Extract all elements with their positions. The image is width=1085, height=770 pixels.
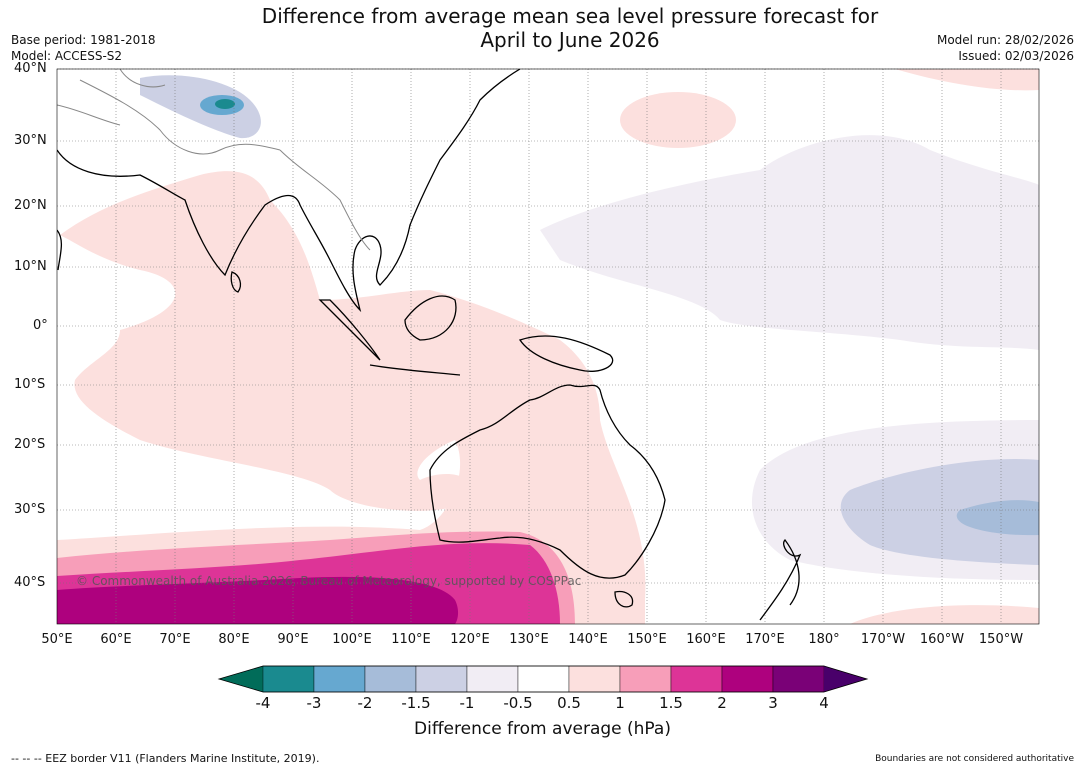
lat-label: 10°N bbox=[14, 259, 47, 274]
model-name: Model: ACCESS-S2 bbox=[11, 49, 123, 63]
lon-label: 140°E bbox=[568, 632, 608, 647]
colorbar bbox=[217, 665, 869, 693]
lat-label: 10°S bbox=[14, 377, 46, 392]
anomaly-zone-minus-1.5-to-2 bbox=[956, 500, 1039, 536]
coast-australia bbox=[429, 384, 666, 579]
colorbar-cell bbox=[772, 665, 825, 693]
copyright-notice: © Commonwealth of Australia 2026, Bureau… bbox=[76, 574, 582, 588]
colorbar-tick: 4 bbox=[819, 694, 829, 712]
colorbar-tick: -1 bbox=[459, 694, 475, 712]
lon-label: 110°E bbox=[391, 632, 431, 647]
colorbar-cell bbox=[517, 665, 570, 693]
colorbar-tick: -2 bbox=[357, 694, 373, 712]
map-frame bbox=[56, 68, 1040, 625]
lat-label: 40°N bbox=[14, 61, 47, 76]
coast-borneo bbox=[404, 295, 457, 341]
lon-label: 130°E bbox=[509, 632, 549, 647]
lon-label: 150°E bbox=[627, 632, 667, 647]
lon-label: 90°E bbox=[277, 632, 309, 647]
boundary-disclaimer: Boundaries are not considered authoritat… bbox=[875, 754, 1074, 764]
coast-java bbox=[369, 364, 461, 376]
colorbar-tick: -0.5 bbox=[503, 694, 533, 712]
colorbar-tick: -3 bbox=[306, 694, 322, 712]
colorbar-cell bbox=[619, 665, 672, 693]
anomaly-zone-minus-1-to-1.5 bbox=[840, 459, 1039, 565]
map-title: Difference from average mean sea level p… bbox=[200, 4, 940, 52]
colorbar-cell bbox=[721, 665, 774, 693]
coast-sumatra bbox=[318, 299, 381, 361]
colorbar-cells bbox=[262, 665, 825, 693]
country-borders bbox=[57, 69, 371, 251]
colorbar-tick: -4 bbox=[255, 694, 271, 712]
lon-label: 70°E bbox=[159, 632, 191, 647]
lat-label: 20°S bbox=[14, 437, 46, 452]
lon-label: 160°E bbox=[686, 632, 726, 647]
colorbar-tick: 2 bbox=[717, 694, 727, 712]
coast-sri-lanka bbox=[230, 271, 242, 293]
anomaly-zone-negative-low bbox=[540, 135, 1039, 350]
anomaly-zone-north-pacific bbox=[620, 92, 736, 148]
coast-tasmania bbox=[614, 590, 634, 608]
colorbar-under-arrow bbox=[219, 666, 263, 692]
lon-label: 100°E bbox=[332, 632, 372, 647]
lon-label: 180° bbox=[808, 632, 840, 647]
colorbar-tick: 1 bbox=[615, 694, 625, 712]
model-run: Model run: 28/02/2026 bbox=[936, 33, 1074, 47]
base-period: Base period: 1981-2018 bbox=[11, 33, 156, 47]
lon-label: 80°E bbox=[218, 632, 250, 647]
gridlines bbox=[57, 68, 1039, 624]
lon-label: 170°E bbox=[745, 632, 785, 647]
colorbar-tick: 1.5 bbox=[659, 694, 683, 712]
colorbar-cell bbox=[670, 665, 723, 693]
colorbar-outline bbox=[217, 665, 869, 693]
coast-asia bbox=[57, 69, 521, 313]
title-line-2: April to June 2026 bbox=[480, 28, 660, 52]
lon-label: 120°E bbox=[450, 632, 490, 647]
eez-border-note: -- -- -- EEZ border V11 (Flanders Marine… bbox=[11, 752, 320, 765]
colorbar-cell bbox=[364, 665, 417, 693]
colorbar-title: Difference from average (hPa) bbox=[414, 719, 671, 739]
anomaly-zone-bottom-right bbox=[850, 605, 1039, 624]
colorbar-tick: 0.5 bbox=[557, 694, 581, 712]
lat-label: 40°S bbox=[14, 575, 46, 590]
colorbar-cell bbox=[262, 665, 315, 693]
coast-new-guinea bbox=[518, 335, 614, 372]
lat-label: 20°N bbox=[14, 198, 47, 213]
coast-arabia bbox=[57, 229, 63, 271]
lat-label: 0° bbox=[33, 318, 48, 333]
colorbar-cell bbox=[415, 665, 468, 693]
coastlines bbox=[57, 69, 802, 621]
colorbar-over-arrow bbox=[824, 666, 867, 692]
anomaly-zone-himalaya-peak bbox=[215, 99, 235, 109]
lat-label: 30°N bbox=[14, 133, 47, 148]
coast-new-zealand bbox=[759, 539, 802, 621]
colorbar-cell bbox=[466, 665, 519, 693]
anomaly-zone-top-right bbox=[895, 69, 1039, 91]
issued-date: Issued: 02/03/2026 bbox=[958, 49, 1074, 63]
lon-label: 170°W bbox=[860, 632, 906, 647]
colorbar-tick: 3 bbox=[768, 694, 778, 712]
colorbar-cell bbox=[313, 665, 366, 693]
lon-label: 50°E bbox=[41, 632, 73, 647]
lon-label: 160°W bbox=[919, 632, 965, 647]
model-info: Base period: 1981-2018 Model: ACCESS-S2 bbox=[11, 32, 156, 64]
anomaly-zone-2-to-3 bbox=[57, 576, 459, 624]
anomaly-zone-positive-low bbox=[57, 171, 646, 624]
anomaly-field bbox=[57, 69, 1039, 624]
lon-label: 150°W bbox=[978, 632, 1024, 647]
colorbar-cell bbox=[568, 665, 621, 693]
colorbar-tick: -1.5 bbox=[401, 694, 431, 712]
title-line-1: Difference from average mean sea level p… bbox=[261, 4, 879, 28]
run-info: Model run: 28/02/2026 Issued: 02/03/2026 bbox=[937, 32, 1074, 64]
lat-label: 30°S bbox=[14, 502, 46, 517]
lon-label: 60°E bbox=[100, 632, 132, 647]
